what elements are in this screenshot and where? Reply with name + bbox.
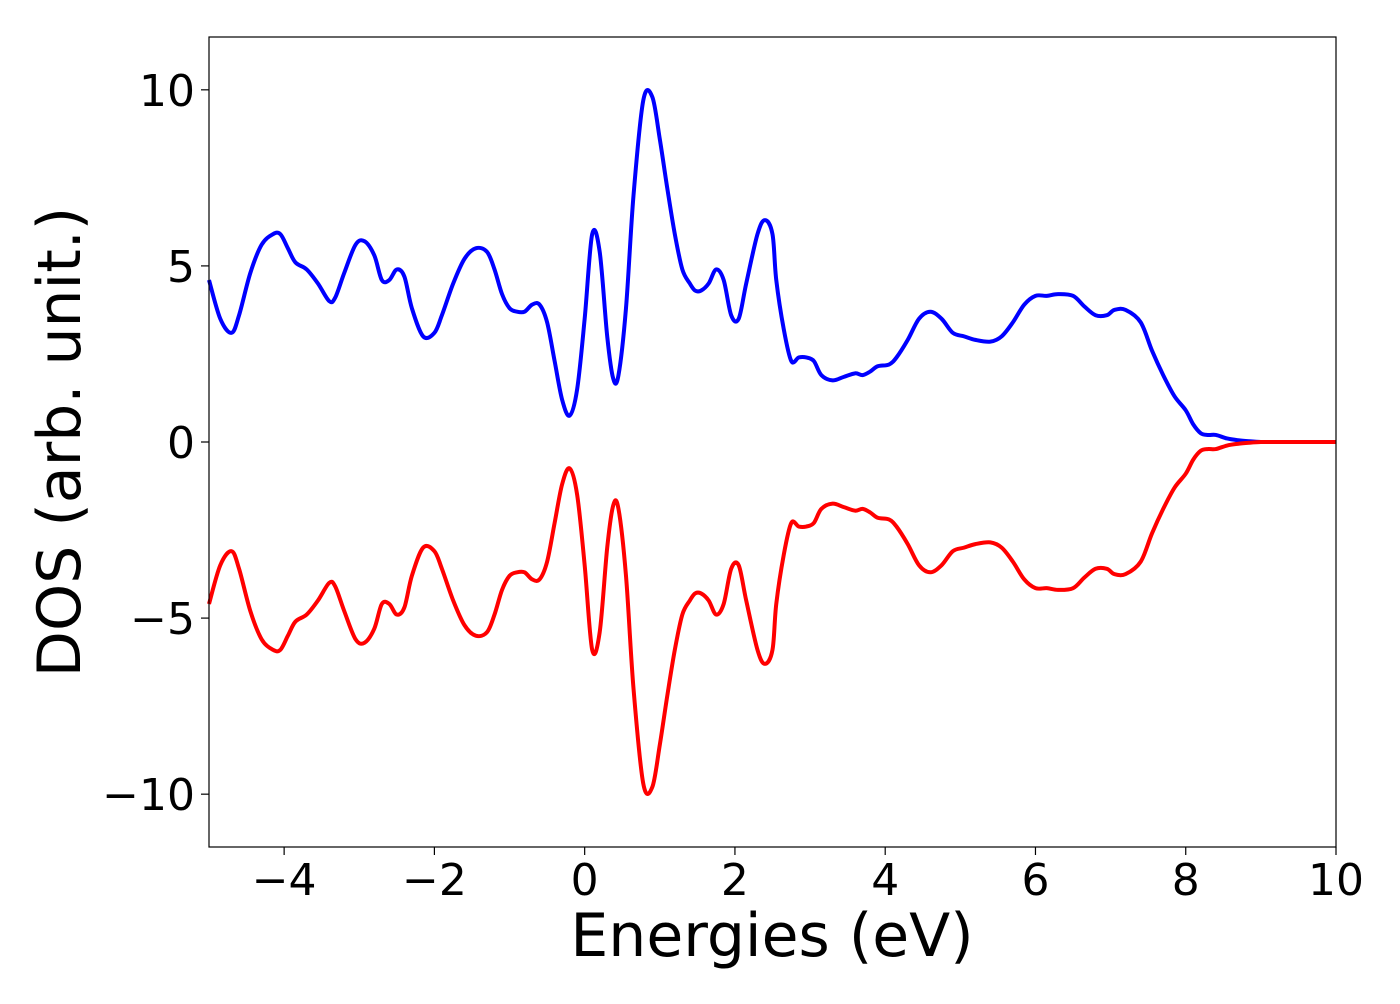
y-axis-title: DOS (arb. unit.) bbox=[25, 207, 95, 677]
plot-background bbox=[209, 37, 1336, 847]
series-layer bbox=[207, 88, 1336, 796]
y-axis-ticks: 10 5 0 −5 −10 bbox=[102, 66, 209, 821]
dos-series-line-red bbox=[207, 439, 1336, 796]
y-tick-label: −5 bbox=[130, 594, 195, 645]
y-tick-label: 0 bbox=[167, 418, 195, 469]
x-tick-label: 10 bbox=[1308, 855, 1364, 906]
y-tick-label: −10 bbox=[102, 770, 195, 821]
x-tick-label: 0 bbox=[571, 855, 599, 906]
y-tick-label: 5 bbox=[167, 242, 195, 293]
x-tick-label: −4 bbox=[252, 855, 317, 906]
x-axis-title: Energies (eV) bbox=[570, 901, 973, 971]
x-tick-label: 2 bbox=[721, 855, 749, 906]
x-tick-label: 4 bbox=[871, 855, 899, 906]
y-tick-label: 10 bbox=[139, 66, 195, 117]
x-tick-label: 8 bbox=[1172, 855, 1200, 906]
x-axis-ticks: −4 −2 0 2 4 6 8 10 bbox=[252, 847, 1364, 906]
dos-series-line-blue bbox=[207, 88, 1336, 445]
x-tick-label: −2 bbox=[402, 855, 467, 906]
x-tick-label: 6 bbox=[1021, 855, 1049, 906]
